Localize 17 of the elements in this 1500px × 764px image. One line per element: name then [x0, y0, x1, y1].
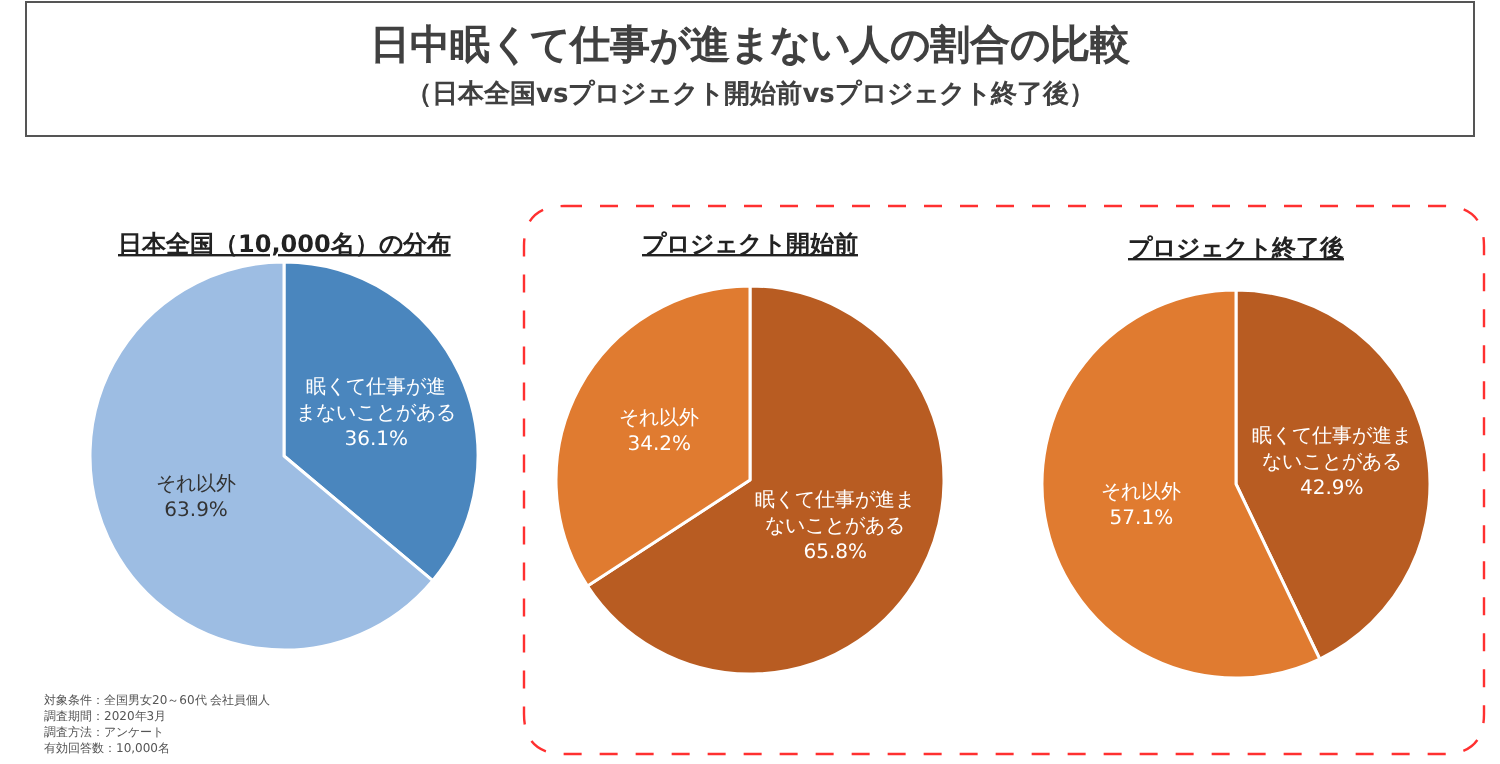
- chart-title: 日本全国（10,000名）の分布: [118, 230, 451, 258]
- slice-label: 眠くて仕事が進まないことがある: [755, 488, 916, 539]
- data-label: 65.8%: [803, 542, 868, 565]
- data-label: 42.9%: [1300, 478, 1364, 501]
- data-label: 36.1%: [344, 428, 409, 451]
- slice-label: 眠くて仕事が進まないことがある: [1251, 424, 1412, 475]
- chart-title: プロジェクト終了後: [1128, 234, 1344, 262]
- data-label: 34.2%: [627, 433, 692, 456]
- data-label: 57.1%: [1109, 508, 1174, 531]
- slice-label: 眠くて仕事が進まないことがある: [296, 374, 457, 425]
- slice-label: それ以外: [156, 472, 237, 497]
- slice-label: それ以外: [619, 405, 700, 430]
- data-label: 63.9%: [164, 500, 228, 523]
- slice-label: それ以外: [1101, 480, 1182, 505]
- text: 日中眠くて仕事が進まない人の割合の比較: [370, 20, 1132, 68]
- text: （日本全国vsプロジェクト開始前vsプロジェクト終了後）: [406, 78, 1095, 110]
- chart-title: プロジェクト開始前: [642, 230, 858, 258]
